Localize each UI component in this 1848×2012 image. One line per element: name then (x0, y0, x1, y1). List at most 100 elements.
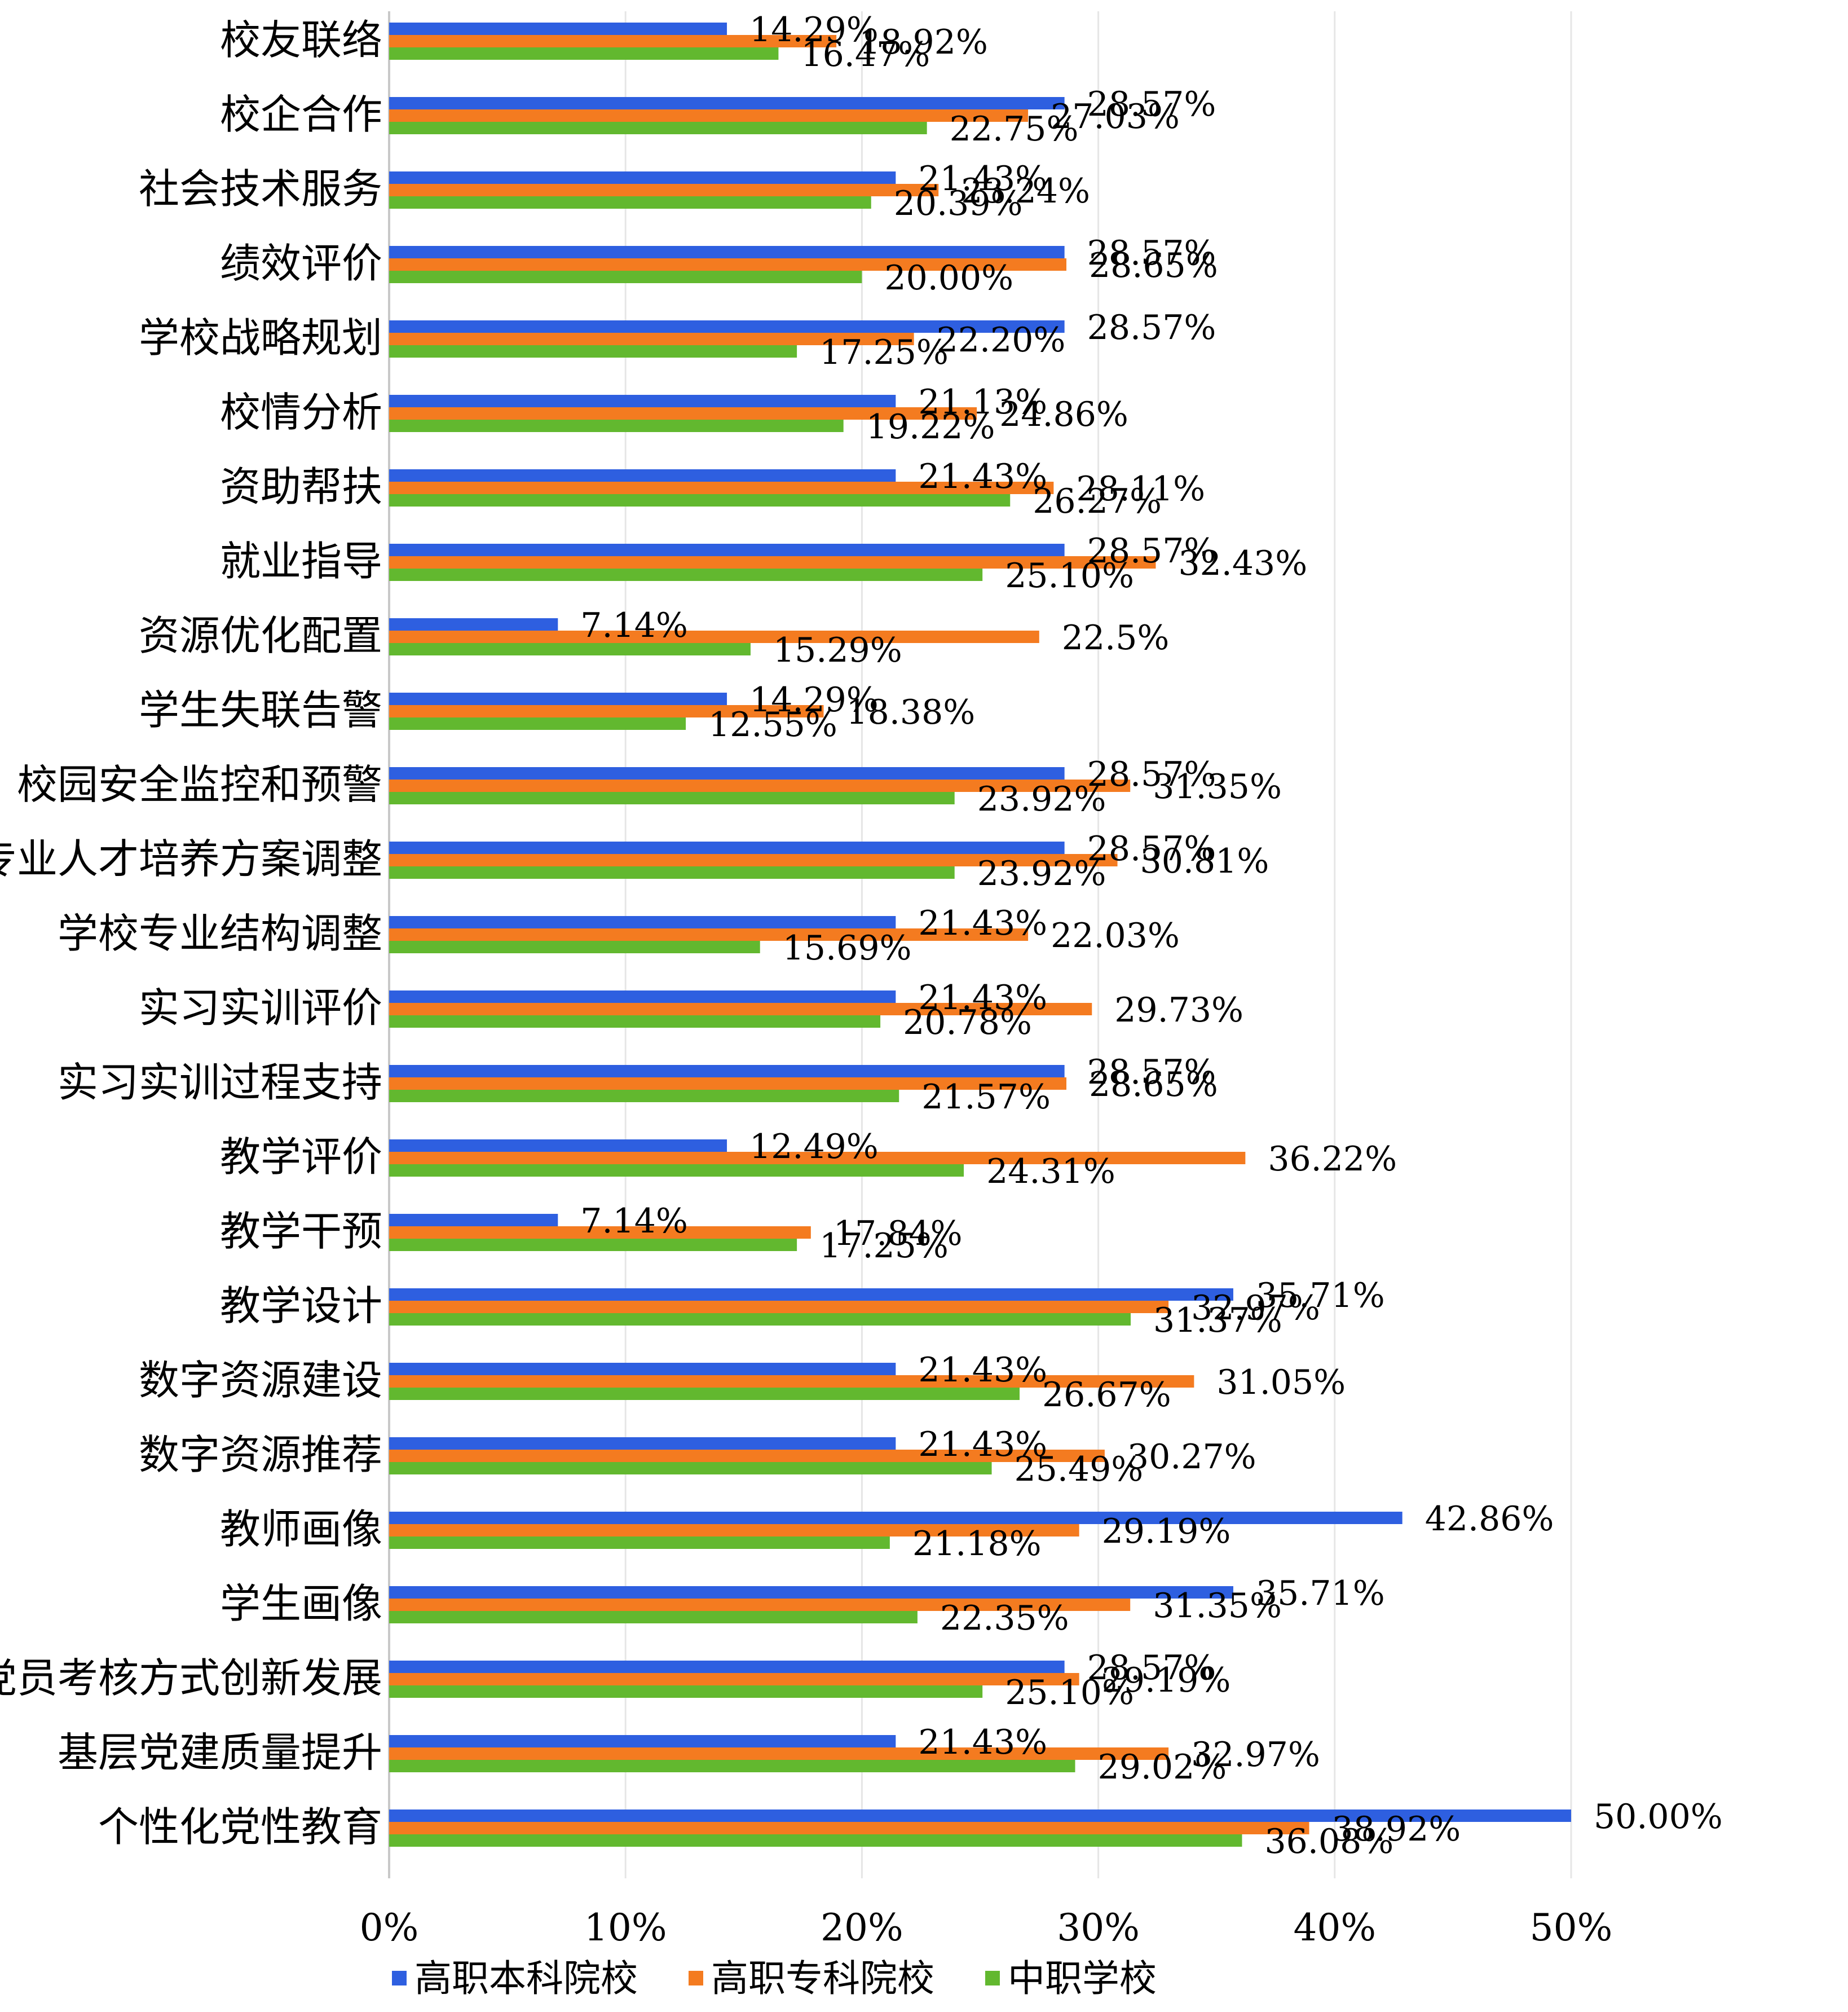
bar (389, 767, 1065, 780)
data-label: 28.57% (1087, 531, 1216, 571)
bar (389, 1077, 1067, 1090)
category-label: 学生画像 (220, 1580, 382, 1627)
data-label: 25.49% (1015, 1450, 1144, 1489)
bar (389, 494, 1011, 507)
data-label: 32.43% (1178, 544, 1307, 583)
data-label: 31.37% (1153, 1301, 1282, 1340)
bar (389, 407, 977, 420)
bar (389, 196, 871, 209)
category-label: 实习实训评价 (139, 984, 382, 1032)
bar (389, 928, 1029, 941)
data-label: 26.27% (1033, 482, 1162, 521)
category-label: 绩效评价 (220, 240, 382, 287)
data-label: 15.29% (773, 631, 902, 670)
bar (389, 631, 1039, 643)
bar (389, 1611, 918, 1623)
data-label: 28.65% (1089, 246, 1218, 285)
bar (389, 544, 1065, 556)
bar (389, 1735, 896, 1747)
bar (389, 1747, 1169, 1760)
category-label: 基层党建质量提升 (58, 1729, 382, 1776)
legend-swatch (689, 1971, 703, 1985)
data-label: 23.92% (977, 854, 1106, 893)
bar (389, 842, 1065, 854)
data-label: 28.57% (1087, 829, 1216, 869)
x-axis-ticks: 0% 10% 20% 30% 40% 50% (360, 1906, 1613, 1949)
category-label: 数字资源建设 (139, 1357, 382, 1404)
bar (389, 1536, 890, 1549)
bar (389, 97, 1065, 109)
category-label: 校园安全监控和预警 (17, 761, 382, 808)
data-label: 17.25% (819, 333, 949, 372)
bar (389, 395, 896, 407)
bar (389, 333, 914, 345)
category-label: 数字资源推荐 (139, 1431, 382, 1478)
category-label: 个性化党性教育 (98, 1803, 382, 1851)
bar (389, 1760, 1075, 1772)
bar (389, 1834, 1242, 1847)
data-label: 38.92% (1332, 1810, 1461, 1849)
category-label: 教学设计 (220, 1282, 382, 1329)
data-label: 32.97% (1191, 1735, 1320, 1775)
bar (389, 1301, 1169, 1313)
bar (389, 47, 779, 60)
data-label: 12.55% (708, 705, 837, 745)
bar (389, 1288, 1233, 1301)
category-label: 教师画像 (220, 1505, 382, 1553)
data-label: 21.43% (918, 159, 1047, 199)
bar (389, 1090, 899, 1102)
data-label: 28.57% (1087, 85, 1216, 124)
bar (389, 780, 1131, 792)
bar (389, 23, 727, 35)
data-label: 31.35% (1153, 767, 1282, 807)
data-label: 20.00% (884, 258, 1013, 298)
x-tick-label: 40% (1293, 1906, 1376, 1949)
data-label: 29.02% (1098, 1747, 1227, 1787)
data-label: 35.71% (1256, 1276, 1385, 1315)
bar (389, 569, 983, 581)
bar (389, 1363, 896, 1375)
data-label: 14.29% (749, 10, 879, 50)
data-label: 25.10% (1005, 556, 1134, 596)
bar (389, 1586, 1233, 1599)
bar (389, 1375, 1194, 1388)
bar (389, 618, 558, 631)
data-label: 22.75% (950, 109, 1079, 149)
bar (389, 246, 1065, 258)
data-label: 28.65% (1089, 1065, 1218, 1104)
category-label: 党员考核方式创新发展 (0, 1654, 382, 1702)
category-label: 教学干预 (220, 1208, 382, 1255)
data-label: 28.57% (1087, 308, 1216, 347)
category-labels: 校友联络校企合作社会技术服务绩效评价学校战略规划校情分析资助帮扶就业指导资源优化… (0, 16, 382, 1851)
legend-swatch (985, 1971, 1000, 1985)
bar (389, 420, 844, 432)
x-tick-label: 30% (1057, 1906, 1140, 1949)
x-tick-label: 20% (821, 1906, 903, 1949)
bar (389, 1599, 1131, 1611)
data-label: 25.10% (1005, 1673, 1134, 1712)
bar (389, 1152, 1246, 1164)
bar (389, 109, 1029, 122)
data-label: 15.69% (783, 928, 912, 968)
data-label: 22.20% (937, 320, 1066, 360)
bar (389, 1065, 1065, 1077)
data-label: 29.19% (1102, 1512, 1231, 1551)
bar (389, 35, 837, 47)
data-label: 12.49% (749, 1127, 879, 1166)
data-label: 22.35% (940, 1599, 1069, 1638)
data-label: 42.86% (1425, 1499, 1554, 1539)
bar (389, 122, 927, 134)
data-label: 21.43% (918, 978, 1047, 1018)
bar (389, 941, 760, 953)
data-label: 29.19% (1102, 1661, 1231, 1700)
data-label: 26.67% (1042, 1375, 1171, 1415)
bar (389, 705, 824, 717)
bar (389, 916, 896, 928)
bar (389, 1661, 1065, 1673)
data-label: 17.84% (833, 1214, 963, 1253)
data-label: 19.22% (866, 407, 995, 447)
category-label: 实习实训过程支持 (58, 1059, 382, 1106)
data-label: 35.71% (1256, 1574, 1385, 1613)
bar (389, 482, 1054, 494)
